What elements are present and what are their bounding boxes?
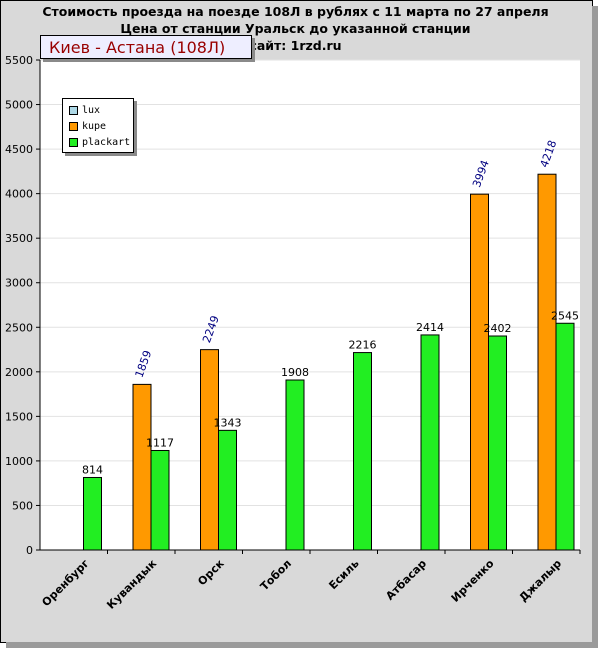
data-label-plackart: 1343 — [214, 416, 242, 429]
bar-plackart — [83, 476, 102, 551]
legend-item-lux: lux — [69, 102, 133, 118]
legend-label-kupe: kupe — [82, 120, 107, 132]
bar-kupe — [470, 193, 489, 551]
y-tick-label: 4000 — [5, 188, 33, 201]
x-tick-label: Ирченко — [449, 557, 497, 605]
y-tick-label: 3500 — [5, 232, 33, 245]
legend-label-lux: lux — [82, 104, 101, 116]
x-tick-label: Атбасар — [383, 557, 429, 603]
y-tick-label: 2000 — [5, 366, 33, 379]
x-tick-label: Оренбург — [39, 557, 91, 609]
x-tick-label: Орск — [195, 557, 227, 589]
chart-title: Стоимость проезда на поезде 108Л в рубля… — [42, 4, 549, 19]
bar-kupe — [200, 349, 219, 551]
bar-plackart — [353, 352, 372, 551]
y-tick-label: 5500 — [5, 54, 33, 67]
bar-plackart — [488, 335, 507, 551]
frame-shadow-bottom — [6, 642, 598, 648]
data-label-plackart: 2545 — [551, 309, 579, 322]
x-tick-label: Тобол — [258, 557, 294, 593]
legend-swatch-lux — [69, 105, 78, 115]
legend-swatch-kupe — [69, 121, 78, 131]
y-tick-label: 500 — [12, 499, 33, 512]
y-tick-label: 3000 — [5, 277, 33, 290]
bar-plackart — [420, 334, 440, 551]
frame-shadow-right — [592, 6, 598, 646]
y-tick-label: 1000 — [5, 455, 33, 468]
data-label-plackart: 2402 — [484, 322, 512, 335]
data-label-plackart: 1117 — [146, 436, 174, 449]
route-label: Киев - Астана (108Л) — [40, 35, 252, 59]
legend-item-plackart: plackart — [69, 134, 133, 150]
legend-label-plackart: plackart — [82, 136, 131, 148]
bar-plackart — [285, 379, 305, 551]
bar-plackart — [555, 322, 575, 551]
data-label-plackart: 2216 — [349, 339, 377, 352]
data-label-plackart: 1908 — [281, 366, 309, 379]
legend-item-kupe: kupe — [69, 118, 133, 134]
x-tick-label: Джалыр — [517, 557, 564, 604]
bar-kupe — [537, 173, 557, 551]
bar-plackart — [218, 429, 237, 551]
y-tick-label: 4500 — [5, 143, 33, 156]
legend-swatch-plackart — [69, 137, 78, 147]
x-tick-label: Кувандык — [104, 557, 159, 612]
x-tick-label: Есиль — [326, 557, 361, 592]
y-tick-label: 5000 — [5, 99, 33, 112]
y-tick-label: 0 — [26, 544, 33, 557]
chart-site: сайт: 1rzd.ru — [249, 38, 342, 53]
data-label-plackart: 2414 — [416, 321, 444, 334]
data-label-plackart: 814 — [82, 463, 103, 476]
bar-plackart — [150, 449, 170, 551]
y-tick-label: 2500 — [5, 321, 33, 334]
bar-kupe — [132, 383, 152, 551]
legend: lux kupe plackart — [62, 98, 134, 153]
chart-subtitle: Цена от станции Уральск до указанной ста… — [120, 21, 471, 36]
y-tick-label: 1500 — [5, 410, 33, 423]
